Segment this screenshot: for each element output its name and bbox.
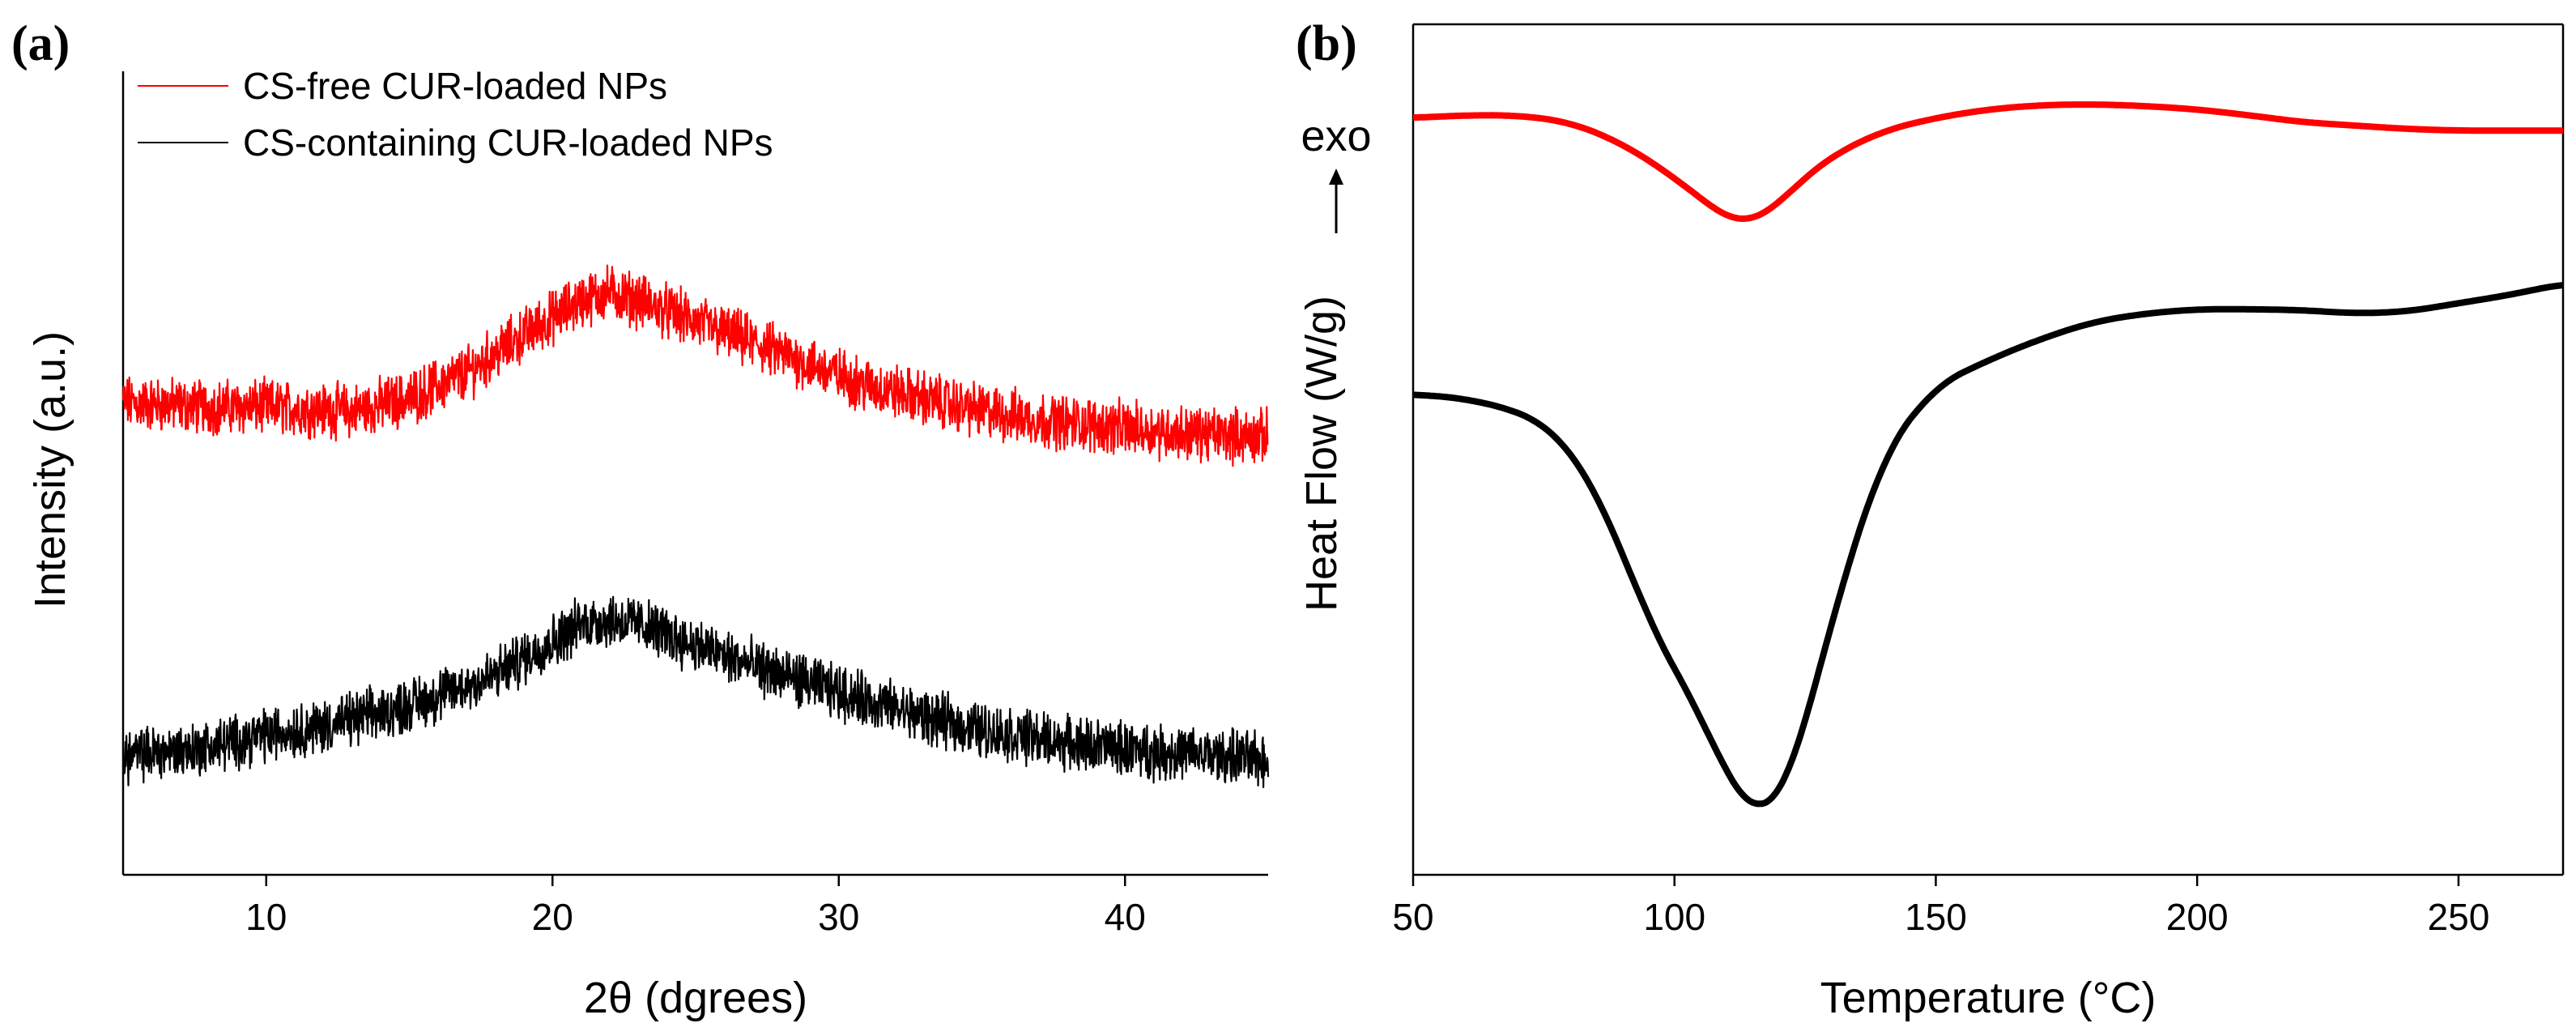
panel-b-series-cs-containing-line bbox=[1411, 282, 2565, 808]
panel-b-y-axis-title: Heat Flow (W/g) bbox=[1297, 296, 1346, 612]
panel-a-series-cs-containing-line bbox=[121, 595, 1270, 788]
panel-b-x-tick-label: 150 bbox=[1905, 896, 1967, 938]
panel-b-label: (b) bbox=[1296, 16, 1357, 71]
legend-label-cs-containing: CS-containing CUR-loaded NPs bbox=[243, 122, 773, 164]
panel-a-x-ticks: 10 20 30 40 bbox=[245, 875, 1146, 938]
panel-a-y-axis-title: Intensity (a.u.) bbox=[26, 331, 75, 608]
panel-b-dsc-chart: (b) 50 100 150 200 250 Temperature (°C) Heat… bbox=[1296, 16, 2565, 1022]
panel-a-series-cs-free-line bbox=[121, 264, 1269, 467]
legend-label-cs-free: CS-free CUR-loaded NPs bbox=[243, 65, 667, 107]
panel-a-series bbox=[121, 264, 1270, 788]
exo-annotation-label: exo bbox=[1301, 112, 1371, 160]
panel-a-x-tick-label: 10 bbox=[245, 896, 287, 938]
panel-b-series-cs-free-line bbox=[1411, 101, 2565, 222]
panel-a-xrd-chart: (a) 10 20 30 40 CS-free CUR-loaded NPs CS-c… bbox=[11, 16, 1270, 1022]
panel-a-x-tick-label: 40 bbox=[1105, 896, 1146, 938]
panel-b-x-tick-label: 250 bbox=[2428, 896, 2490, 938]
panel-a-label: (a) bbox=[11, 16, 70, 71]
panel-a-x-tick-label: 30 bbox=[818, 896, 859, 938]
panel-b-x-tick-label: 100 bbox=[1643, 896, 1705, 938]
panel-a-x-tick-label: 20 bbox=[532, 896, 573, 938]
panel-b-x-tick-label: 200 bbox=[2166, 896, 2229, 938]
panel-a-x-axis-title: 2θ (dgrees) bbox=[584, 974, 807, 1022]
panel-b-x-axis-title: Temperature (°C) bbox=[1820, 974, 2157, 1022]
panel-a-legend: CS-free CUR-loaded NPs CS-containing CUR… bbox=[138, 65, 773, 164]
panel-b-x-ticks: 50 100 150 200 250 bbox=[1392, 875, 2489, 938]
exo-arrow-icon bbox=[1329, 168, 1343, 233]
panel-b-x-tick-label: 50 bbox=[1392, 896, 1433, 938]
panel-b-series bbox=[1411, 101, 2565, 808]
